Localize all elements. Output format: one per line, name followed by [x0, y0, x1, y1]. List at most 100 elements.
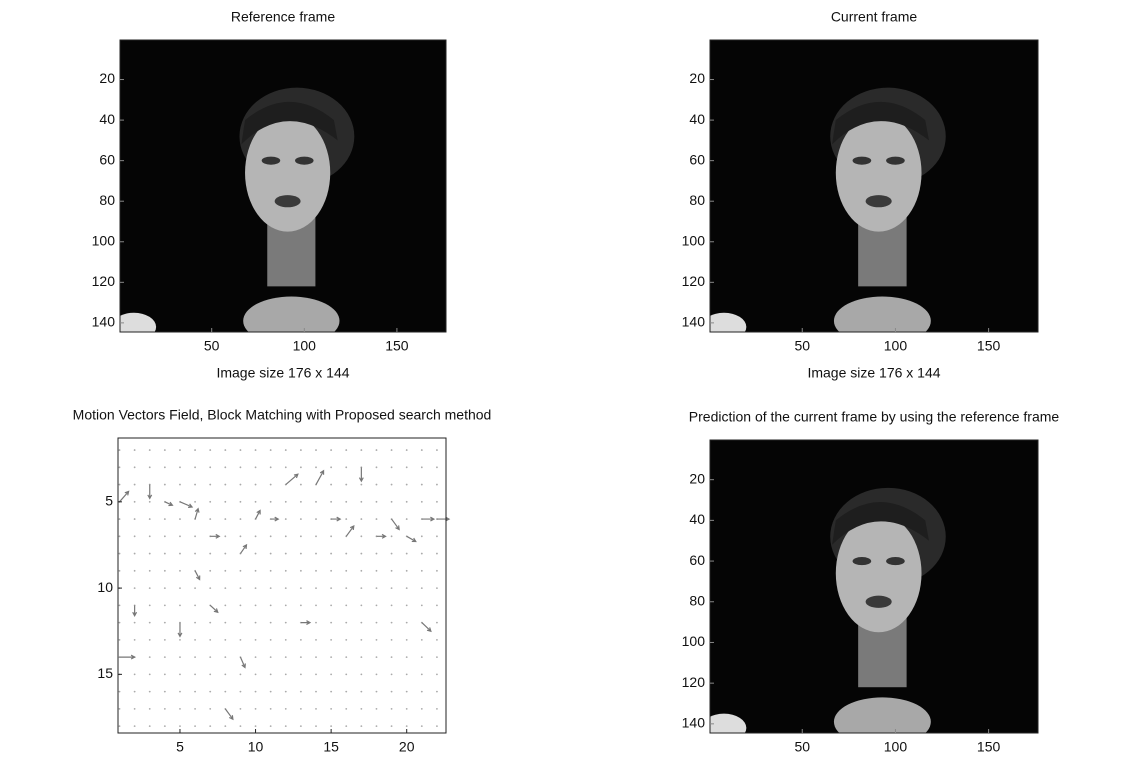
y-tick-label: 20 — [689, 70, 705, 86]
zero-vector — [436, 535, 438, 537]
zero-vector — [345, 553, 347, 555]
zero-vector — [376, 449, 378, 451]
zero-vector — [330, 570, 332, 572]
zero-vector — [360, 501, 362, 503]
zero-vector — [149, 639, 151, 641]
zero-vector — [179, 484, 181, 486]
zero-vector — [406, 587, 408, 589]
zero-vector — [421, 691, 423, 693]
zero-vector — [406, 449, 408, 451]
zero-vector — [315, 466, 317, 468]
zero-vector — [194, 449, 196, 451]
y-tick-label: 120 — [92, 273, 116, 289]
zero-vector — [285, 570, 287, 572]
zero-vector — [255, 501, 257, 503]
zero-vector — [164, 518, 166, 520]
zero-vector — [209, 708, 211, 710]
zero-vector — [270, 501, 272, 503]
zero-vector — [240, 484, 242, 486]
zero-vector — [421, 725, 423, 727]
zero-vector — [149, 673, 151, 675]
zero-vector — [315, 691, 317, 693]
zero-vector — [406, 501, 408, 503]
motion-vector — [210, 534, 219, 538]
zero-vector — [330, 587, 332, 589]
zero-vector — [255, 604, 257, 606]
zero-vector — [134, 570, 136, 572]
zero-vector — [315, 570, 317, 572]
zero-vector — [421, 570, 423, 572]
zero-vector — [315, 622, 317, 624]
zero-vector — [134, 708, 136, 710]
zero-vector — [406, 725, 408, 727]
zero-vector — [164, 604, 166, 606]
zero-vector — [224, 570, 226, 572]
zero-vector — [436, 466, 438, 468]
zero-vector — [421, 535, 423, 537]
y-tick-label: 140 — [682, 715, 706, 731]
zero-vector — [391, 656, 393, 658]
zero-vector — [224, 604, 226, 606]
zero-vector — [255, 449, 257, 451]
motion-vector — [180, 502, 192, 508]
y-tick-label: 140 — [92, 314, 116, 330]
zero-vector — [179, 725, 181, 727]
zero-vector — [134, 518, 136, 520]
zero-vector — [149, 449, 151, 451]
zero-vector — [240, 535, 242, 537]
zero-vector — [149, 708, 151, 710]
zero-vector — [149, 518, 151, 520]
zero-vector — [209, 725, 211, 727]
zero-vector — [134, 466, 136, 468]
zero-vector — [119, 466, 121, 468]
zero-vector — [119, 622, 121, 624]
zero-vector — [240, 518, 242, 520]
zero-vector — [119, 708, 121, 710]
zero-vector — [134, 691, 136, 693]
y-tick-label: 60 — [689, 552, 705, 568]
image — [702, 439, 1039, 746]
zero-vector — [330, 708, 332, 710]
zero-vector — [194, 656, 196, 658]
zero-vector — [209, 656, 211, 658]
zero-vector — [209, 553, 211, 555]
zero-vector — [119, 570, 121, 572]
x-tick-label: 20 — [399, 739, 415, 755]
x-tick-label: 100 — [293, 338, 317, 354]
zero-vector — [436, 604, 438, 606]
zero-vector — [149, 501, 151, 503]
motion-vector — [376, 534, 385, 538]
zero-vector — [421, 639, 423, 641]
zero-vector — [194, 691, 196, 693]
chart-title: Current frame — [831, 9, 918, 25]
zero-vector — [179, 708, 181, 710]
zero-vector — [194, 535, 196, 537]
zero-vector — [345, 656, 347, 658]
zero-vector — [179, 466, 181, 468]
x-tick-label: 50 — [204, 338, 220, 354]
y-tick-label: 40 — [99, 111, 115, 127]
zero-vector — [330, 673, 332, 675]
zero-vector — [360, 535, 362, 537]
zero-vector — [376, 656, 378, 658]
motion-vector — [256, 510, 261, 519]
y-tick-label: 15 — [97, 665, 113, 681]
zero-vector — [179, 449, 181, 451]
zero-vector — [164, 587, 166, 589]
zero-vector — [285, 518, 287, 520]
zero-vector — [421, 604, 423, 606]
zero-vector — [345, 501, 347, 503]
zero-vector — [300, 639, 302, 641]
zero-vector — [240, 725, 242, 727]
zero-vector — [255, 466, 257, 468]
zero-vector — [240, 622, 242, 624]
zero-vector — [240, 449, 242, 451]
zero-vector — [224, 656, 226, 658]
zero-vector — [421, 449, 423, 451]
y-tick-label: 80 — [99, 192, 115, 208]
zero-vector — [360, 587, 362, 589]
zero-vector — [179, 604, 181, 606]
zero-vector — [179, 535, 181, 537]
zero-vector — [406, 639, 408, 641]
zero-vector — [330, 639, 332, 641]
